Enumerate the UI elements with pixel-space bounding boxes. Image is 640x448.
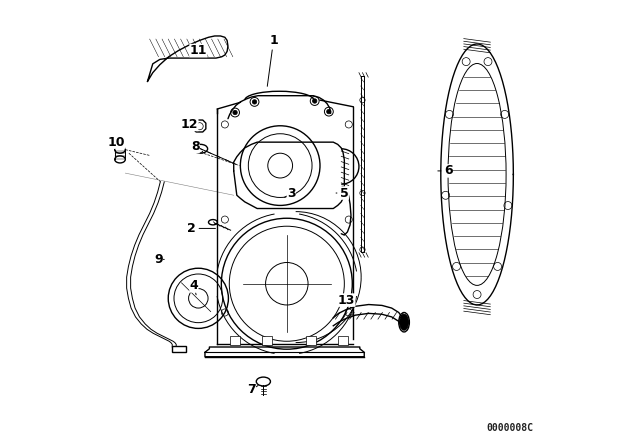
Ellipse shape (233, 110, 237, 115)
Text: 11: 11 (189, 44, 207, 57)
Text: 2: 2 (188, 222, 216, 235)
Text: 5: 5 (336, 186, 349, 199)
Text: 10: 10 (108, 136, 125, 149)
Text: 6: 6 (438, 164, 452, 177)
Text: 4: 4 (189, 280, 198, 295)
Ellipse shape (252, 99, 257, 104)
Text: 13: 13 (338, 293, 355, 308)
Text: 0000008C: 0000008C (487, 423, 534, 433)
Text: 9: 9 (154, 253, 164, 266)
Text: 7: 7 (247, 383, 258, 396)
Bar (230, 336, 241, 345)
Text: 1: 1 (268, 34, 278, 86)
Bar (262, 336, 272, 345)
Ellipse shape (399, 314, 408, 330)
Bar (306, 336, 316, 345)
Ellipse shape (312, 99, 317, 103)
Text: 8: 8 (191, 140, 203, 153)
Ellipse shape (326, 109, 331, 114)
Bar (172, 346, 186, 352)
Bar (338, 336, 348, 345)
Text: 12: 12 (180, 118, 198, 131)
Text: 3: 3 (285, 186, 296, 199)
